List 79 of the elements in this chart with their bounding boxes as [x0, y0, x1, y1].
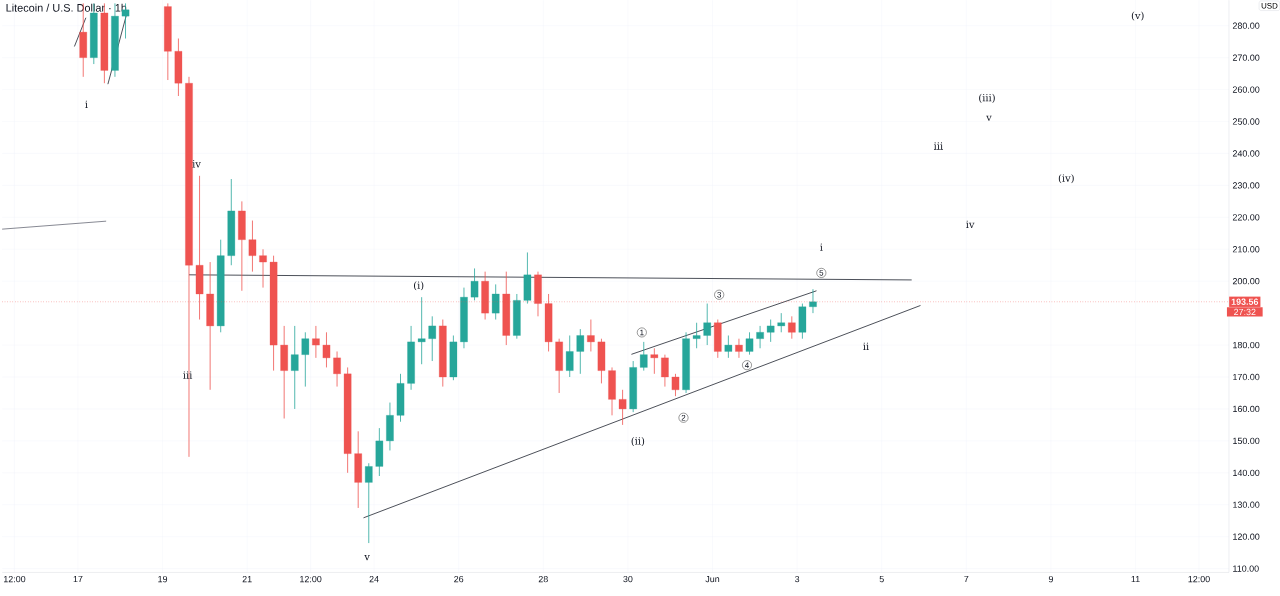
candlestick	[777, 312, 785, 333]
candlestick	[576, 328, 585, 375]
candlestick	[259, 248, 267, 288]
y-tick-label: 140.00	[1233, 469, 1260, 476]
candlestick	[756, 325, 764, 349]
x-tick-label: 9	[1048, 575, 1053, 583]
candlestick	[766, 319, 775, 343]
candlestick	[661, 354, 669, 387]
y-tick-label: 280.00	[1232, 22, 1260, 29]
candlestick	[333, 350, 341, 387]
candlestick	[692, 322, 701, 349]
y-tick-label: 230.00	[1232, 182, 1260, 189]
y-tick-label: 180.00	[1233, 341, 1260, 349]
y-tick-label: 120.00	[1233, 533, 1260, 540]
annotation: iv	[192, 160, 201, 168]
ref-line-label: 193.56	[1231, 298, 1259, 305]
candlestick	[788, 315, 796, 339]
annotation: i	[85, 100, 88, 108]
y-tick-label: 160.00	[1233, 405, 1260, 412]
candlestick	[745, 331, 754, 355]
candlestick	[650, 347, 659, 375]
annotation: v	[986, 115, 992, 121]
y-tick-label: 240.00	[1232, 150, 1260, 157]
x-tick-label: 12:00	[1188, 575, 1210, 583]
candlestick	[291, 325, 299, 410]
x-tick-label: 12:00	[300, 575, 322, 583]
candlestick	[565, 334, 574, 378]
y-tick-label: 270.00	[1232, 54, 1260, 61]
annotation: iii	[933, 142, 943, 150]
y-tick-label: 110.00	[1233, 565, 1259, 572]
candlestick	[724, 334, 733, 359]
x-tick-label: 26	[454, 575, 464, 583]
x-tick-label: 19	[158, 575, 168, 583]
y-tick-label: 170.00	[1233, 373, 1260, 381]
candlestick	[587, 319, 595, 352]
annotation: iii	[183, 371, 193, 379]
annotation: i	[820, 243, 823, 251]
x-tick-label: 5	[879, 575, 884, 583]
y-tick-label: 260.00	[1232, 86, 1260, 93]
x-tick-label: Jun	[705, 575, 720, 583]
x-tick-label: 24	[369, 575, 379, 583]
annotation: (iii)	[979, 93, 995, 103]
annotation: iv	[966, 220, 975, 228]
x-tick-label: 21	[242, 575, 252, 583]
candlestick	[312, 325, 320, 359]
candlestick	[470, 267, 479, 301]
x-tick-label: 11	[1131, 575, 1140, 582]
candlestick	[428, 315, 436, 362]
candlestick	[809, 288, 817, 314]
x-tick-label: 30	[623, 575, 633, 583]
candlestick	[322, 331, 331, 368]
y-tick-label: 220.00	[1232, 214, 1260, 221]
annotation: (ii)	[631, 436, 645, 446]
x-tick-label: 12:00	[4, 575, 26, 583]
annotation: ii	[863, 342, 869, 350]
candlestick	[671, 373, 680, 397]
candlestick	[703, 303, 711, 346]
candlestick	[640, 341, 648, 371]
x-tick-label: 7	[964, 575, 969, 582]
text: 27:32	[1234, 308, 1256, 316]
candlestick	[618, 389, 627, 426]
candlestick	[301, 331, 310, 387]
y-tick-label: 150.00	[1233, 437, 1260, 444]
annotation: v	[364, 554, 370, 561]
y-tick-label: 130.00	[1233, 501, 1260, 508]
candlestick	[248, 220, 257, 272]
candlestick	[491, 283, 500, 320]
annotation: (iv)	[1058, 174, 1074, 184]
x-tick-label: 3	[794, 575, 800, 583]
candlestick	[365, 462, 373, 544]
y-tick-label: 210.00	[1232, 245, 1260, 253]
candlestick	[417, 296, 426, 365]
y-tick-label: 250.00	[1232, 118, 1260, 125]
x-tick-label: 17	[73, 575, 83, 582]
x-tick-label: 28	[538, 575, 548, 583]
y-tick-label: 200.00	[1232, 277, 1260, 285]
candlestick	[735, 338, 743, 359]
annotation: (v)	[1131, 11, 1144, 21]
annotation: (i)	[414, 281, 424, 291]
